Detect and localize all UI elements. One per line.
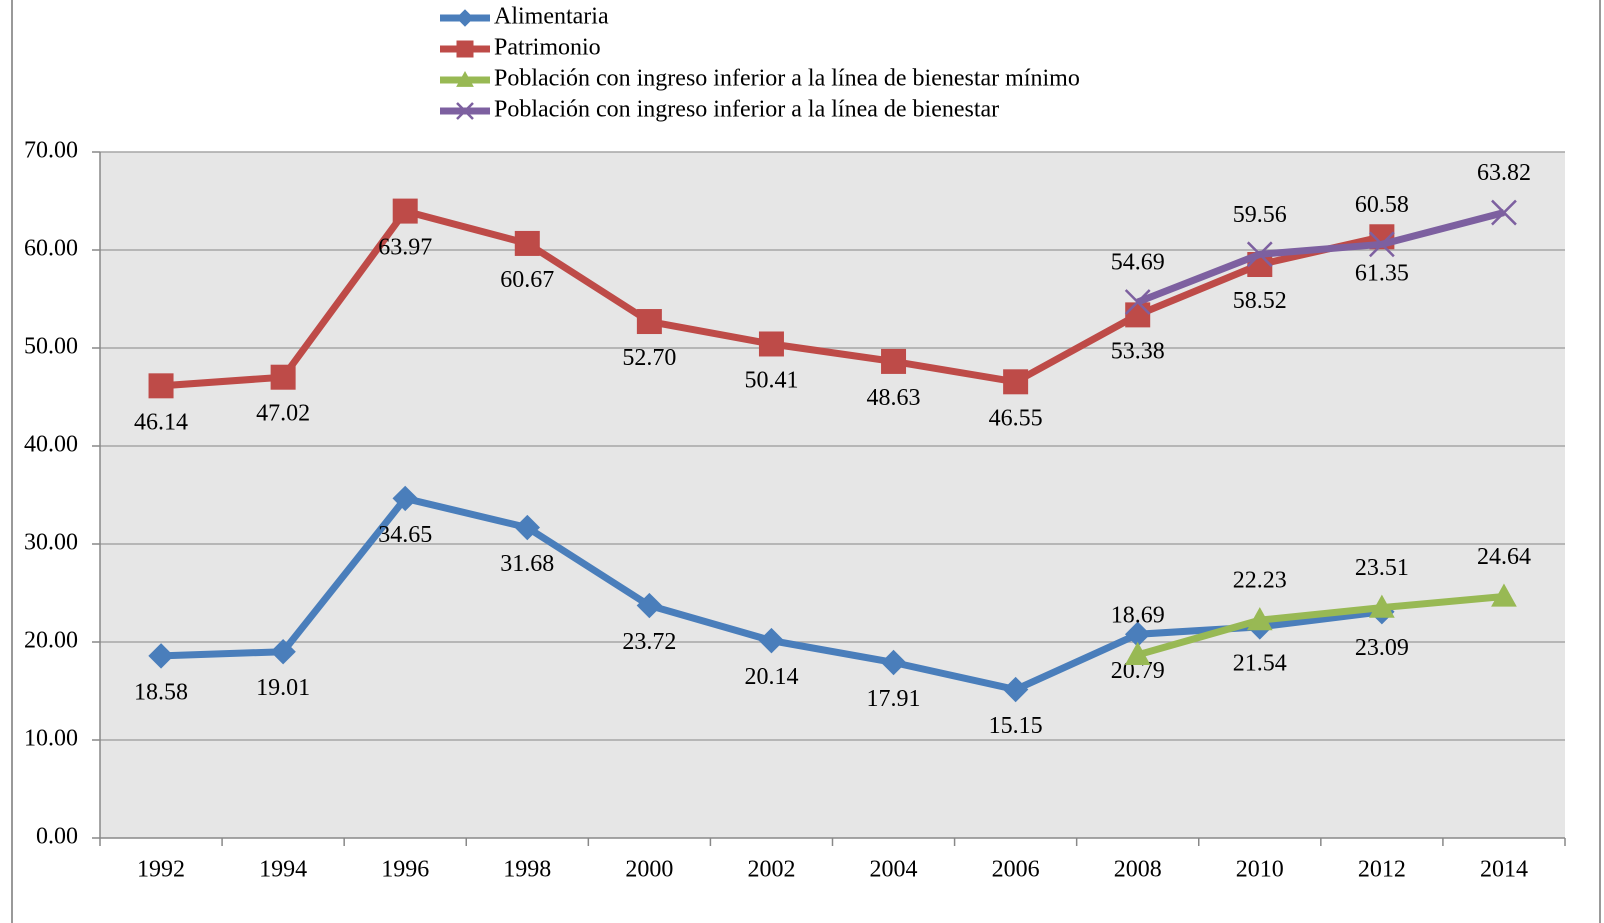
marker bbox=[758, 627, 785, 654]
data-label: 23.51 bbox=[1355, 555, 1409, 581]
marker bbox=[758, 331, 784, 357]
data-label: 18.58 bbox=[134, 679, 188, 705]
marker bbox=[148, 373, 174, 399]
x-tick-label: 2010 bbox=[1236, 857, 1284, 883]
data-label: 20.14 bbox=[744, 664, 798, 690]
series-line bbox=[1136, 209, 1505, 306]
marker bbox=[1369, 594, 1395, 618]
data-label: 24.64 bbox=[1477, 544, 1531, 570]
marker bbox=[1124, 641, 1151, 665]
marker bbox=[1368, 231, 1395, 258]
marker bbox=[1491, 583, 1517, 607]
data-label: 21.54 bbox=[1233, 650, 1287, 676]
x-tick-label: 1992 bbox=[137, 857, 185, 883]
x-tick-label: 1994 bbox=[259, 857, 307, 883]
y-tick-label: 70.00 bbox=[24, 138, 78, 164]
marker bbox=[1246, 241, 1273, 268]
marker bbox=[392, 198, 418, 224]
marker bbox=[1125, 302, 1151, 328]
data-label: 63.97 bbox=[378, 235, 432, 261]
x-tick-label: 2012 bbox=[1358, 857, 1406, 883]
marker bbox=[1246, 607, 1273, 631]
y-tick-label: 30.00 bbox=[24, 530, 78, 556]
data-label: 47.02 bbox=[256, 401, 310, 427]
data-label: 58.52 bbox=[1233, 288, 1287, 314]
x-tick-label: 1998 bbox=[503, 857, 551, 883]
data-label: 18.69 bbox=[1111, 602, 1165, 628]
data-label: 52.70 bbox=[622, 345, 676, 371]
y-tick-label: 40.00 bbox=[24, 432, 78, 458]
legend-label: Población con ingreso inferior a la líne… bbox=[494, 66, 1080, 92]
legend-marker bbox=[456, 40, 474, 58]
marker bbox=[881, 348, 907, 374]
x-tick-label: 2014 bbox=[1480, 857, 1528, 883]
plot-area bbox=[100, 152, 1565, 838]
marker bbox=[1124, 289, 1151, 315]
data-label: 61.35 bbox=[1355, 260, 1409, 286]
marker bbox=[636, 309, 662, 335]
marker bbox=[270, 364, 296, 390]
marker bbox=[148, 643, 174, 669]
x-tick-label: 2004 bbox=[870, 857, 918, 883]
y-tick-label: 50.00 bbox=[24, 334, 78, 360]
legend-label: Alimentaria bbox=[494, 4, 609, 30]
marker bbox=[392, 485, 418, 512]
data-label: 17.91 bbox=[867, 686, 921, 712]
data-label: 19.01 bbox=[256, 675, 310, 701]
data-label: 48.63 bbox=[867, 385, 921, 411]
legend-marker bbox=[456, 102, 474, 120]
data-label: 53.38 bbox=[1111, 338, 1165, 364]
data-label: 46.14 bbox=[134, 409, 188, 435]
x-tick-label: 2008 bbox=[1114, 857, 1162, 883]
marker bbox=[1002, 676, 1029, 703]
data-label: 63.82 bbox=[1477, 160, 1531, 186]
marker bbox=[1491, 199, 1517, 226]
y-tick-label: 20.00 bbox=[24, 628, 78, 654]
data-label: 54.69 bbox=[1111, 250, 1165, 276]
data-label: 50.41 bbox=[744, 367, 798, 393]
series-line bbox=[1136, 593, 1505, 659]
marker bbox=[636, 592, 663, 619]
y-tick-label: 0.00 bbox=[36, 824, 78, 850]
y-tick-label: 10.00 bbox=[24, 726, 78, 752]
marker bbox=[514, 514, 540, 541]
legend-label: Patrimonio bbox=[494, 35, 601, 61]
marker bbox=[880, 649, 907, 676]
data-label: 60.67 bbox=[500, 267, 554, 293]
x-tick-label: 2000 bbox=[625, 857, 673, 883]
data-label: 46.55 bbox=[989, 405, 1043, 431]
data-label: 34.65 bbox=[378, 522, 432, 548]
data-label: 23.72 bbox=[622, 629, 676, 655]
data-label: 23.09 bbox=[1355, 635, 1409, 661]
x-tick-label: 1996 bbox=[381, 857, 429, 883]
y-tick-label: 60.00 bbox=[24, 236, 78, 262]
marker bbox=[514, 230, 540, 256]
legend-marker bbox=[456, 9, 474, 27]
data-label: 31.68 bbox=[500, 551, 554, 577]
data-label: 60.58 bbox=[1355, 192, 1409, 218]
data-label: 59.56 bbox=[1233, 202, 1287, 228]
x-tick-label: 2006 bbox=[992, 857, 1040, 883]
data-label: 15.15 bbox=[989, 713, 1043, 739]
legend-marker bbox=[456, 70, 474, 87]
x-tick-label: 2002 bbox=[747, 857, 795, 883]
legend-label: Población con ingreso inferior a la líne… bbox=[494, 97, 999, 123]
data-label: 22.23 bbox=[1233, 568, 1287, 594]
marker bbox=[270, 638, 296, 665]
marker bbox=[1003, 369, 1029, 395]
